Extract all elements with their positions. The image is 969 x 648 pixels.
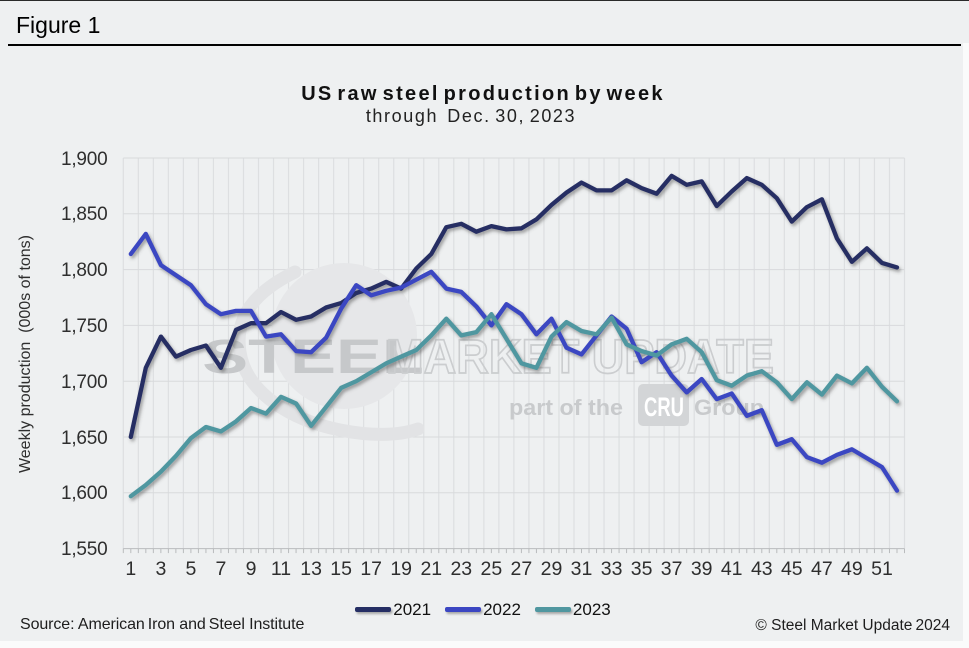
svg-text:STEEL: STEEL [202,330,424,383]
svg-text:CRU: CRU [644,392,684,422]
svg-text:part of the: part of the [509,395,623,420]
svg-text:Group: Group [694,395,764,420]
svg-text:MARKET UPDATE: MARKET UPDATE [386,331,774,384]
